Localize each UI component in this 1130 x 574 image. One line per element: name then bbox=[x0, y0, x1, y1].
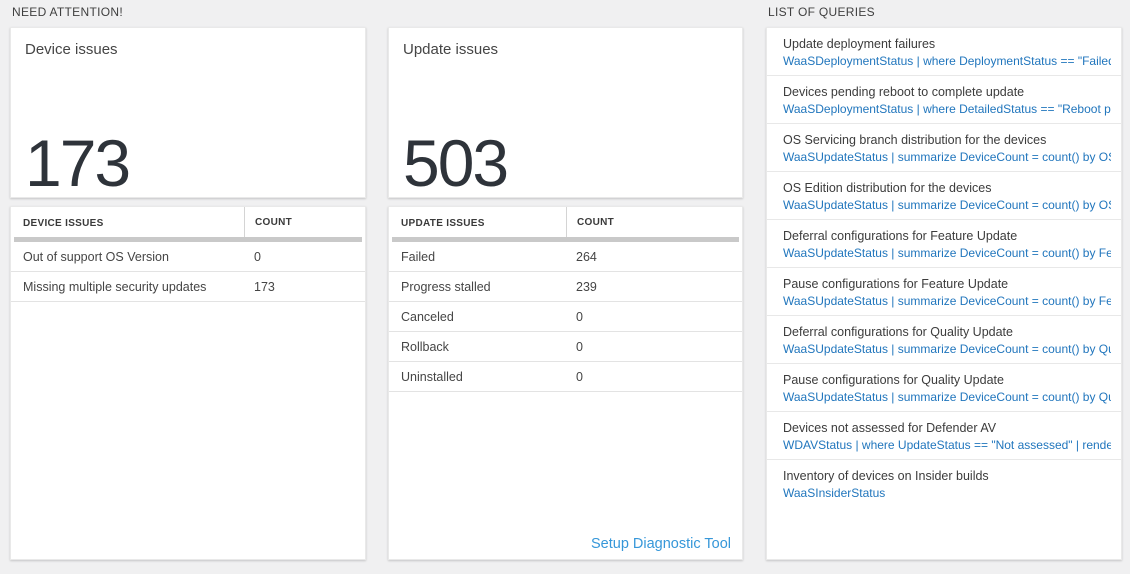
query-list-item[interactable]: Deferral configurations for Feature Upda… bbox=[767, 220, 1121, 268]
query-list-item[interactable]: Devices pending reboot to complete updat… bbox=[767, 76, 1121, 124]
query-title: Deferral configurations for Feature Upda… bbox=[783, 229, 1018, 243]
query-text: WaaSUpdateStatus | summarize DeviceCount… bbox=[783, 150, 1111, 164]
query-text: WaaSDeploymentStatus | where DetailedSta… bbox=[783, 102, 1111, 116]
table-row[interactable]: Missing multiple security updates 173 bbox=[11, 272, 365, 302]
row-label: Progress stalled bbox=[401, 279, 491, 294]
query-text: WDAVStatus | where UpdateStatus == "Not … bbox=[783, 438, 1111, 452]
row-count: 0 bbox=[576, 309, 583, 324]
table-row[interactable]: Uninstalled 0 bbox=[389, 362, 742, 392]
query-text: WaaSInsiderStatus bbox=[783, 486, 886, 500]
row-count: 0 bbox=[576, 369, 583, 384]
query-title: Devices pending reboot to complete updat… bbox=[783, 85, 1025, 99]
queries-panel: Update deployment failures WaaSDeploymen… bbox=[766, 27, 1122, 560]
query-list-item[interactable]: Pause configurations for Feature Update … bbox=[767, 268, 1121, 316]
table-row[interactable]: Canceled 0 bbox=[389, 302, 742, 332]
update-issues-table-card: UPDATE ISSUES COUNT Failed 264 Progress … bbox=[388, 206, 743, 560]
table-header-divider-bar bbox=[392, 237, 739, 242]
query-text: WaaSUpdateStatus | summarize DeviceCount… bbox=[783, 342, 1111, 356]
device-issues-table-header: DEVICE ISSUES COUNT bbox=[11, 207, 365, 237]
query-text: WaaSUpdateStatus | summarize DeviceCount… bbox=[783, 294, 1111, 308]
table-row[interactable]: Failed 264 bbox=[389, 242, 742, 272]
device-issues-column-header: DEVICE ISSUES bbox=[23, 218, 104, 229]
row-label: Uninstalled bbox=[401, 369, 463, 384]
row-count: 264 bbox=[576, 249, 597, 264]
query-list-item[interactable]: Inventory of devices on Insider builds W… bbox=[767, 460, 1121, 507]
table-header-divider-bar bbox=[14, 237, 362, 242]
query-title: Update deployment failures bbox=[783, 37, 936, 51]
count-column-header: COUNT bbox=[577, 216, 615, 228]
row-count: 0 bbox=[576, 339, 583, 354]
query-list-item[interactable]: OS Edition distribution for the devices … bbox=[767, 172, 1121, 220]
update-issues-count: 503 bbox=[403, 126, 509, 201]
query-list-item[interactable]: Devices not assessed for Defender AV WDA… bbox=[767, 412, 1121, 460]
query-text: WaaSDeploymentStatus | where DeploymentS… bbox=[783, 54, 1111, 68]
need-attention-section-label: NEED ATTENTION! bbox=[12, 5, 123, 19]
query-title: OS Servicing branch distribution for the… bbox=[783, 133, 1047, 147]
setup-diagnostic-tool-link[interactable]: Setup Diagnostic Tool bbox=[591, 536, 731, 552]
row-label: Rollback bbox=[401, 339, 449, 354]
row-label: Out of support OS Version bbox=[23, 249, 169, 264]
query-list-item[interactable]: Pause configurations for Quality Update … bbox=[767, 364, 1121, 412]
table-row[interactable]: Progress stalled 239 bbox=[389, 272, 742, 302]
update-issues-table-header: UPDATE ISSUES COUNT bbox=[389, 207, 742, 237]
query-title: Pause configurations for Quality Update bbox=[783, 373, 1004, 387]
update-issues-column-header: UPDATE ISSUES bbox=[401, 218, 485, 229]
query-title: Deferral configurations for Quality Upda… bbox=[783, 325, 1013, 339]
query-list-item[interactable]: OS Servicing branch distribution for the… bbox=[767, 124, 1121, 172]
query-text: WaaSUpdateStatus | summarize DeviceCount… bbox=[783, 246, 1111, 260]
query-list-item[interactable]: Deferral configurations for Quality Upda… bbox=[767, 316, 1121, 364]
row-label: Canceled bbox=[401, 309, 454, 324]
table-row[interactable]: Rollback 0 bbox=[389, 332, 742, 362]
count-column-header: COUNT bbox=[255, 216, 293, 228]
query-title: Inventory of devices on Insider builds bbox=[783, 469, 989, 483]
row-count: 0 bbox=[254, 249, 261, 264]
device-issues-tile[interactable]: Device issues 173 bbox=[10, 27, 366, 198]
row-count: 239 bbox=[576, 279, 597, 294]
table-row[interactable]: Out of support OS Version 0 bbox=[11, 242, 365, 272]
list-of-queries-section-label: LIST OF QUERIES bbox=[768, 5, 875, 19]
row-label: Missing multiple security updates bbox=[23, 279, 207, 294]
query-title: Devices not assessed for Defender AV bbox=[783, 421, 997, 435]
device-issues-count: 173 bbox=[25, 126, 131, 201]
update-issues-tile[interactable]: Update issues 503 bbox=[388, 27, 743, 198]
query-list-item[interactable]: Update deployment failures WaaSDeploymen… bbox=[767, 28, 1121, 76]
row-label: Failed bbox=[401, 249, 436, 264]
query-text: WaaSUpdateStatus | summarize DeviceCount… bbox=[783, 198, 1111, 212]
device-issues-table-card: DEVICE ISSUES COUNT Out of support OS Ve… bbox=[10, 206, 366, 560]
query-title: OS Edition distribution for the devices bbox=[783, 181, 992, 195]
update-issues-title: Update issues bbox=[403, 41, 499, 58]
query-title: Pause configurations for Feature Update bbox=[783, 277, 1009, 291]
query-text: WaaSUpdateStatus | summarize DeviceCount… bbox=[783, 390, 1111, 404]
device-issues-title: Device issues bbox=[25, 41, 118, 58]
row-count: 173 bbox=[254, 279, 275, 294]
